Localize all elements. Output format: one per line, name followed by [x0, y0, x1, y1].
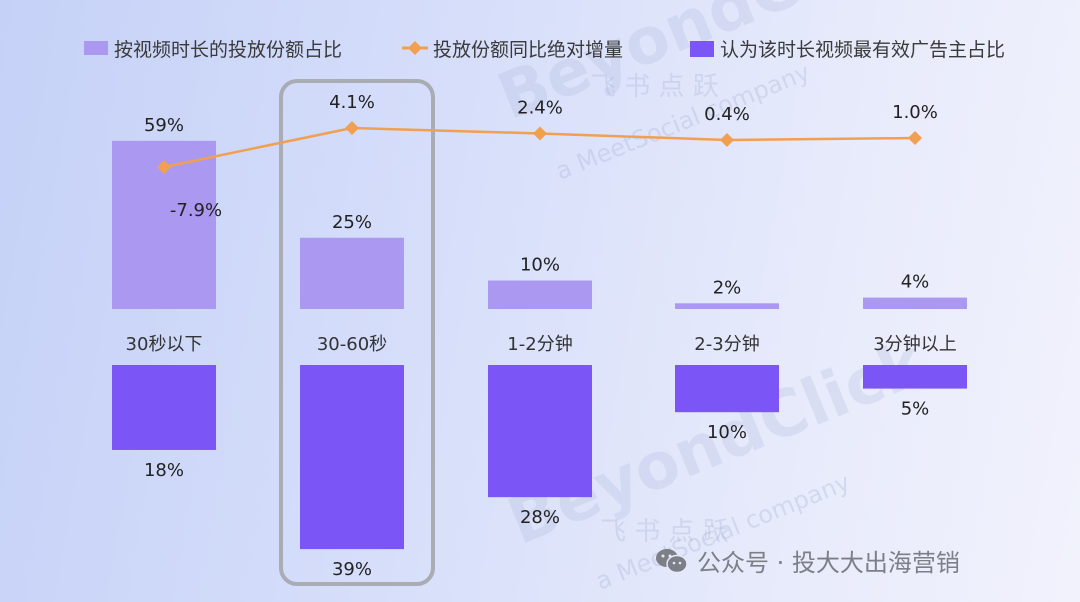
bar-down [300, 365, 404, 550]
legend-swatch-bar-down [690, 41, 714, 57]
bar-up [300, 237, 404, 309]
legend-label: 认为该时长视频最有效广告主占比 [720, 39, 1005, 61]
bar-up-label: 25% [332, 212, 372, 233]
bar-up-label: 59% [144, 115, 184, 136]
line-label: 2.4% [517, 98, 563, 119]
line-marker [533, 126, 547, 141]
bar-up-label: 10% [520, 255, 560, 276]
watermark-sub: 飞 书 点 跃 [590, 72, 719, 102]
bar-down [675, 365, 779, 413]
line-marker [908, 131, 922, 146]
category-label: 2-3分钟 [694, 334, 759, 355]
line-label: 1.0% [892, 102, 938, 123]
legend-label: 按视频时长的投放份额占比 [114, 39, 342, 61]
line-label: 0.4% [704, 104, 750, 125]
bar-down-label: 39% [332, 559, 372, 580]
footer-text: 公众号 · 投大大出海营销 [697, 549, 960, 577]
category-label: 1-2分钟 [507, 334, 572, 355]
bar-up [863, 297, 967, 309]
category-label: 3分钟以上 [873, 334, 956, 355]
legend-marker [408, 41, 422, 55]
bar-down-label: 10% [707, 422, 747, 443]
footer: 公众号 · 投大大出海营销 [655, 543, 960, 578]
bar-up [488, 280, 592, 309]
line-label: 4.1% [329, 92, 375, 113]
legend-label: 投放份额同比绝对增量 [433, 39, 623, 61]
line-marker [720, 133, 734, 147]
bar-down-label: 5% [901, 399, 930, 420]
bar-up-label: 4% [901, 272, 930, 293]
bar-down [863, 365, 967, 389]
bar-down-label: 18% [144, 460, 184, 481]
bar-up-label: 2% [713, 277, 742, 298]
line-marker [345, 120, 359, 135]
wechat-icon [656, 548, 688, 573]
watermark-sub: 飞 书 点 跃 [600, 517, 729, 547]
highlight-box [279, 79, 435, 586]
bar-down-label: 28% [520, 507, 560, 528]
legend-swatch-bar-up [84, 41, 108, 55]
bar-up [675, 303, 779, 309]
bar-down [488, 365, 592, 498]
line-label: -7.9% [170, 200, 222, 221]
category-label: 30秒以下 [126, 334, 203, 355]
category-label: 30-60秒 [317, 334, 387, 355]
line-marker [157, 159, 171, 174]
bar-down [112, 365, 216, 450]
